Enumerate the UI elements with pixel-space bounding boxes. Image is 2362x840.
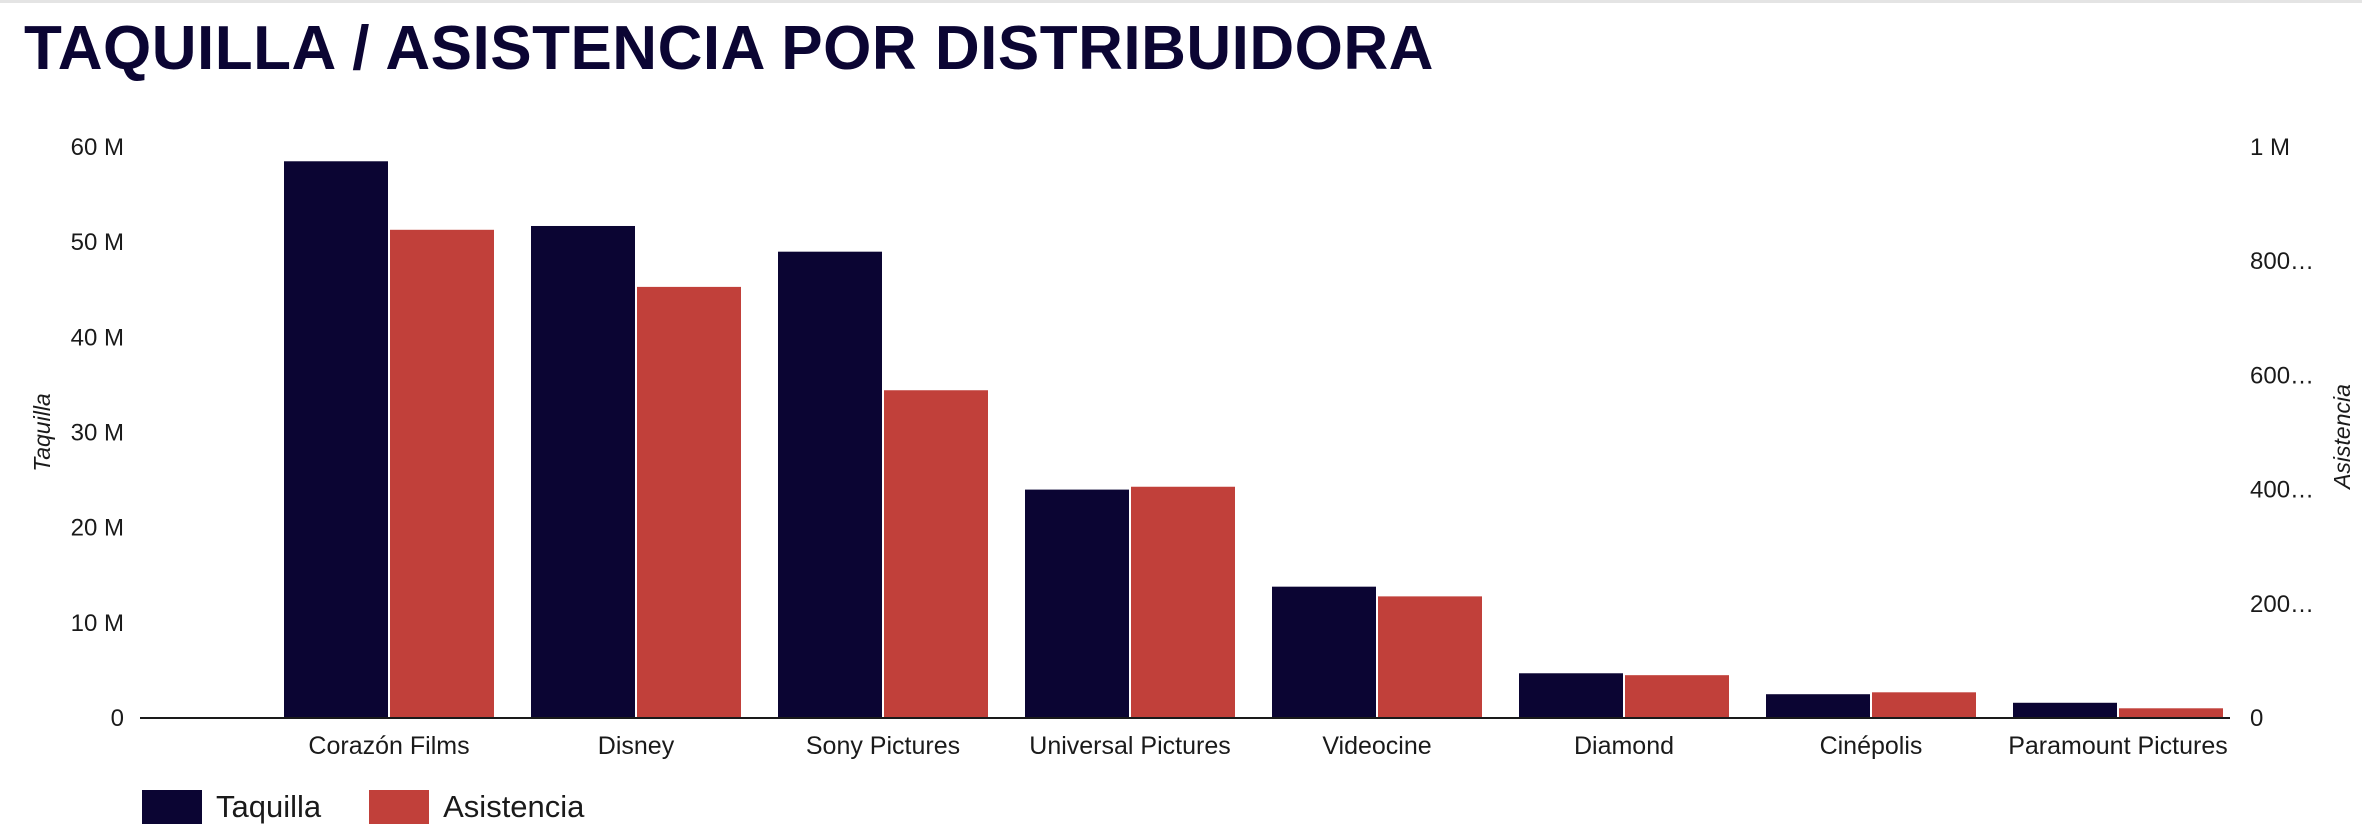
bar-taquilla[interactable] — [1519, 673, 1623, 718]
y-tick-right: 600… — [2250, 362, 2314, 389]
bar-asistencia[interactable] — [2119, 708, 2223, 718]
x-tick-label: Corazón Films — [308, 732, 469, 760]
bar-taquilla[interactable] — [1025, 489, 1129, 718]
legend-label-asistencia: Asistencia — [443, 789, 585, 824]
bar-asistencia[interactable] — [637, 286, 741, 718]
y-tick-left: 40 M — [71, 324, 124, 351]
bar-taquilla[interactable] — [2013, 702, 2117, 718]
x-tick-label: Disney — [598, 732, 675, 760]
bar-asistencia[interactable] — [1872, 692, 1976, 718]
bar-asistencia[interactable] — [1378, 596, 1482, 718]
bar-asistencia[interactable] — [1625, 675, 1729, 718]
x-tick-label: Universal Pictures — [1029, 732, 1230, 760]
y-axis-title-right: Asistencia — [2329, 384, 2355, 491]
chart-title: TAQUILLA / ASISTENCIA POR DISTRIBUIDORA — [24, 14, 1434, 83]
legend-swatch-asistencia — [369, 790, 430, 824]
y-axis-title-left: Taquilla — [29, 393, 55, 471]
legend-item-taquilla[interactable]: Taquilla — [142, 789, 321, 825]
bar-asistencia[interactable] — [884, 390, 988, 718]
x-tick-label: Diamond — [1574, 732, 1674, 760]
bar-taquilla[interactable] — [531, 225, 635, 718]
legend-swatch-taquilla — [142, 790, 202, 824]
bar-taquilla[interactable] — [778, 251, 882, 718]
y-tick-left: 0 — [111, 705, 124, 732]
bar-taquilla[interactable] — [1272, 586, 1376, 718]
bar-asistencia[interactable] — [390, 229, 494, 719]
legend-item-asistencia[interactable]: Asistencia — [369, 789, 584, 825]
x-tick-label: Cinépolis — [1820, 732, 1923, 760]
y-tick-left: 50 M — [71, 229, 124, 256]
bar-taquilla[interactable] — [284, 161, 388, 718]
legend: Taquilla Asistencia — [142, 789, 632, 825]
y-tick-right: 200… — [2250, 591, 2314, 618]
y-tick-left: 30 M — [71, 420, 124, 447]
x-tick-label: Videocine — [1322, 732, 1431, 760]
x-tick-label: Paramount Pictures — [2008, 732, 2228, 760]
y-tick-left: 20 M — [71, 515, 124, 542]
y-tick-left: 10 M — [71, 610, 124, 637]
x-tick-label: Sony Pictures — [806, 732, 960, 760]
y-tick-right: 400… — [2250, 477, 2314, 504]
legend-label-taquilla: Taquilla — [216, 789, 322, 824]
y-tick-left: 60 M — [71, 134, 124, 161]
y-tick-right: 0 — [2250, 705, 2263, 732]
y-tick-right: 800… — [2250, 248, 2314, 275]
bar-taquilla[interactable] — [1766, 694, 1870, 718]
y-tick-right: 1 M — [2250, 134, 2290, 161]
bar-chart: 0 10 M 20 M 30 M 40 M 50 M 60 M 0 200… 400… 600… 80… — [29, 134, 2355, 760]
bar-asistencia[interactable] — [1131, 486, 1235, 718]
